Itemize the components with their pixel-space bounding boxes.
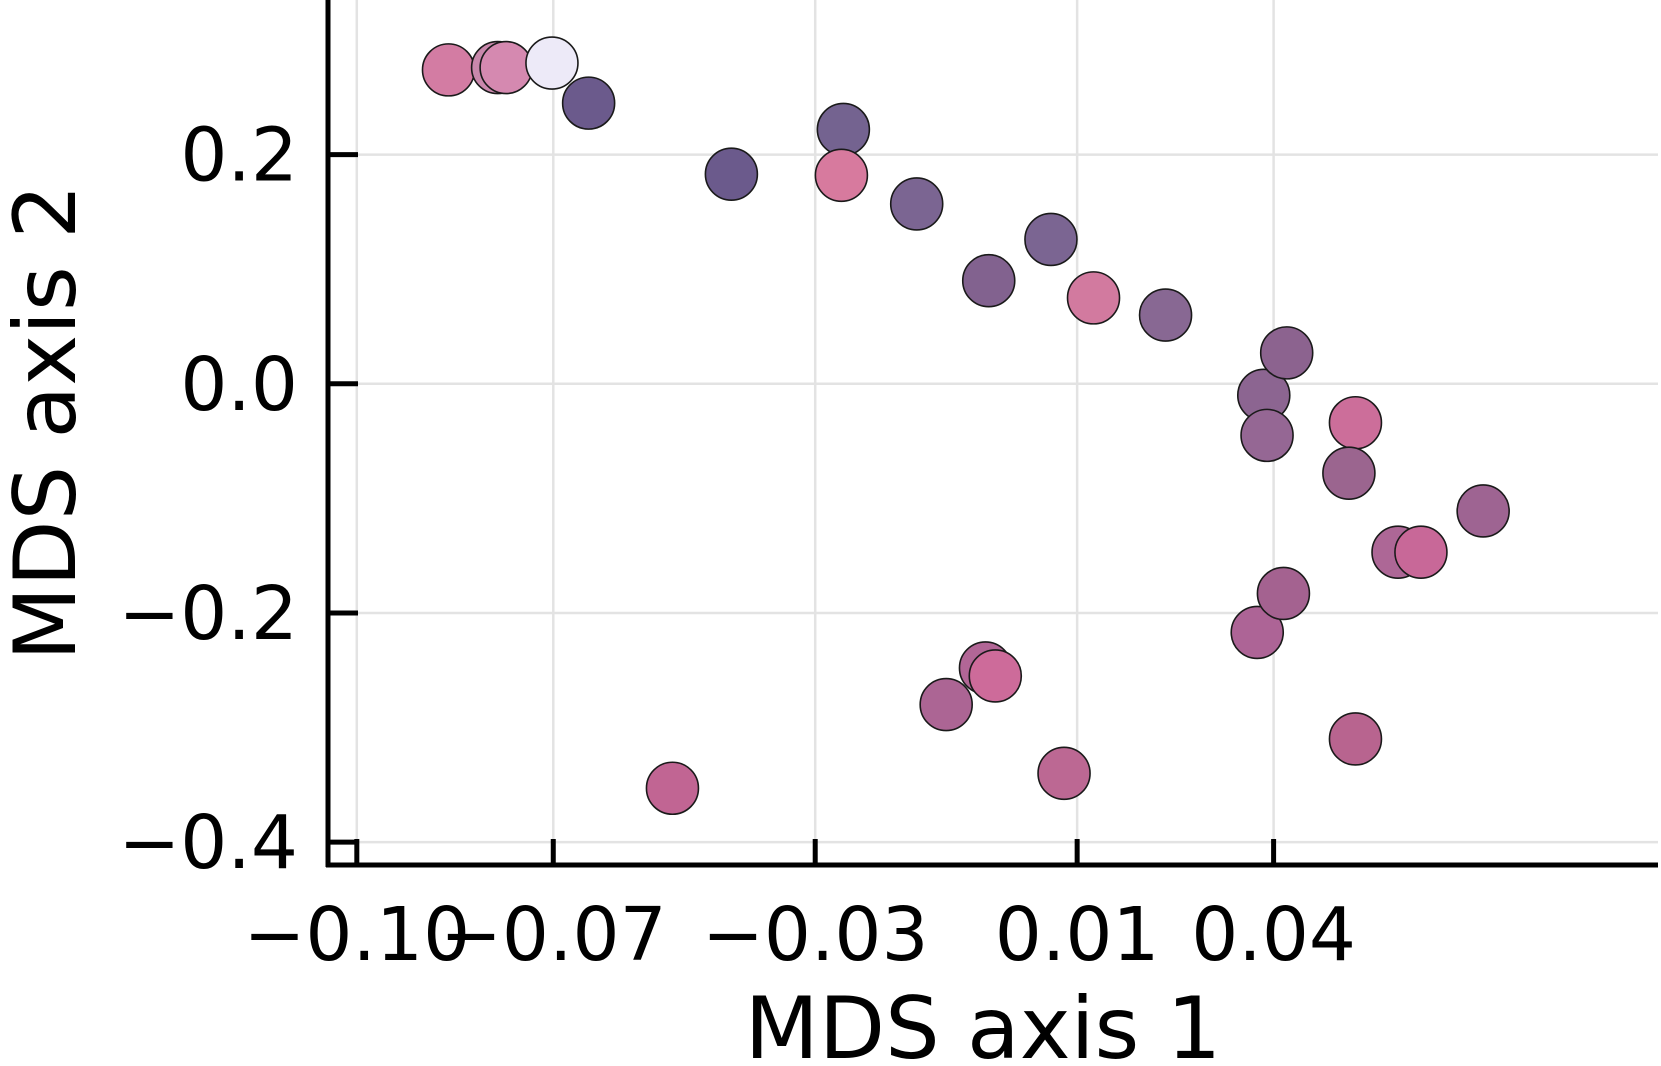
scatter-point — [816, 102, 871, 157]
scatter-point — [645, 761, 700, 816]
scatter-point — [1328, 712, 1383, 766]
scatter-point — [1066, 271, 1121, 325]
x-tick-label: 0.04 — [1191, 892, 1356, 978]
scatter-point — [1328, 395, 1383, 450]
scatter-point — [961, 253, 1016, 308]
x-tick-label: 0.01 — [995, 892, 1160, 978]
scatter-point — [1024, 212, 1078, 267]
scatter-point — [1394, 525, 1448, 580]
scatter-point — [1138, 288, 1193, 342]
scatter-point — [1322, 446, 1376, 500]
y-tick-label: 0.0 — [180, 342, 298, 428]
grid-lines — [328, 0, 1658, 865]
scatter-point — [704, 147, 759, 201]
y-tick-label: −0.4 — [118, 800, 298, 886]
x-tick-label: −0.07 — [440, 892, 667, 978]
scatter-point — [1230, 605, 1285, 660]
scatter-point — [814, 148, 869, 203]
x-tick-label: −0.03 — [702, 892, 929, 978]
scatter-point — [968, 649, 1023, 703]
ticks: −0.10−0.07 −0.03 0.01 0.04 −0.4 −0.2 0.0 0.2 — [118, 113, 1356, 978]
y-axis-label: MDS axis 2 — [0, 184, 96, 661]
x-tick-label: −0.10 — [243, 892, 470, 978]
scatter-point — [1240, 408, 1294, 463]
x-axis-label: MDS axis 1 — [745, 979, 1222, 1066]
scatter-point — [525, 36, 579, 90]
scatter-point — [889, 177, 944, 231]
scatter-point — [1259, 326, 1314, 380]
y-tick-label: 0.2 — [180, 113, 298, 199]
data-points — [421, 36, 1510, 816]
scatter-point — [919, 677, 973, 732]
scatter-point — [1037, 746, 1091, 801]
scatter-point — [479, 40, 533, 95]
scatter-point — [1456, 484, 1510, 538]
axes — [325, 0, 1658, 868]
scatter-point — [561, 76, 616, 130]
y-tick-label: −0.2 — [118, 571, 298, 657]
scatter-point — [1256, 566, 1311, 621]
scatter-point — [421, 43, 476, 97]
